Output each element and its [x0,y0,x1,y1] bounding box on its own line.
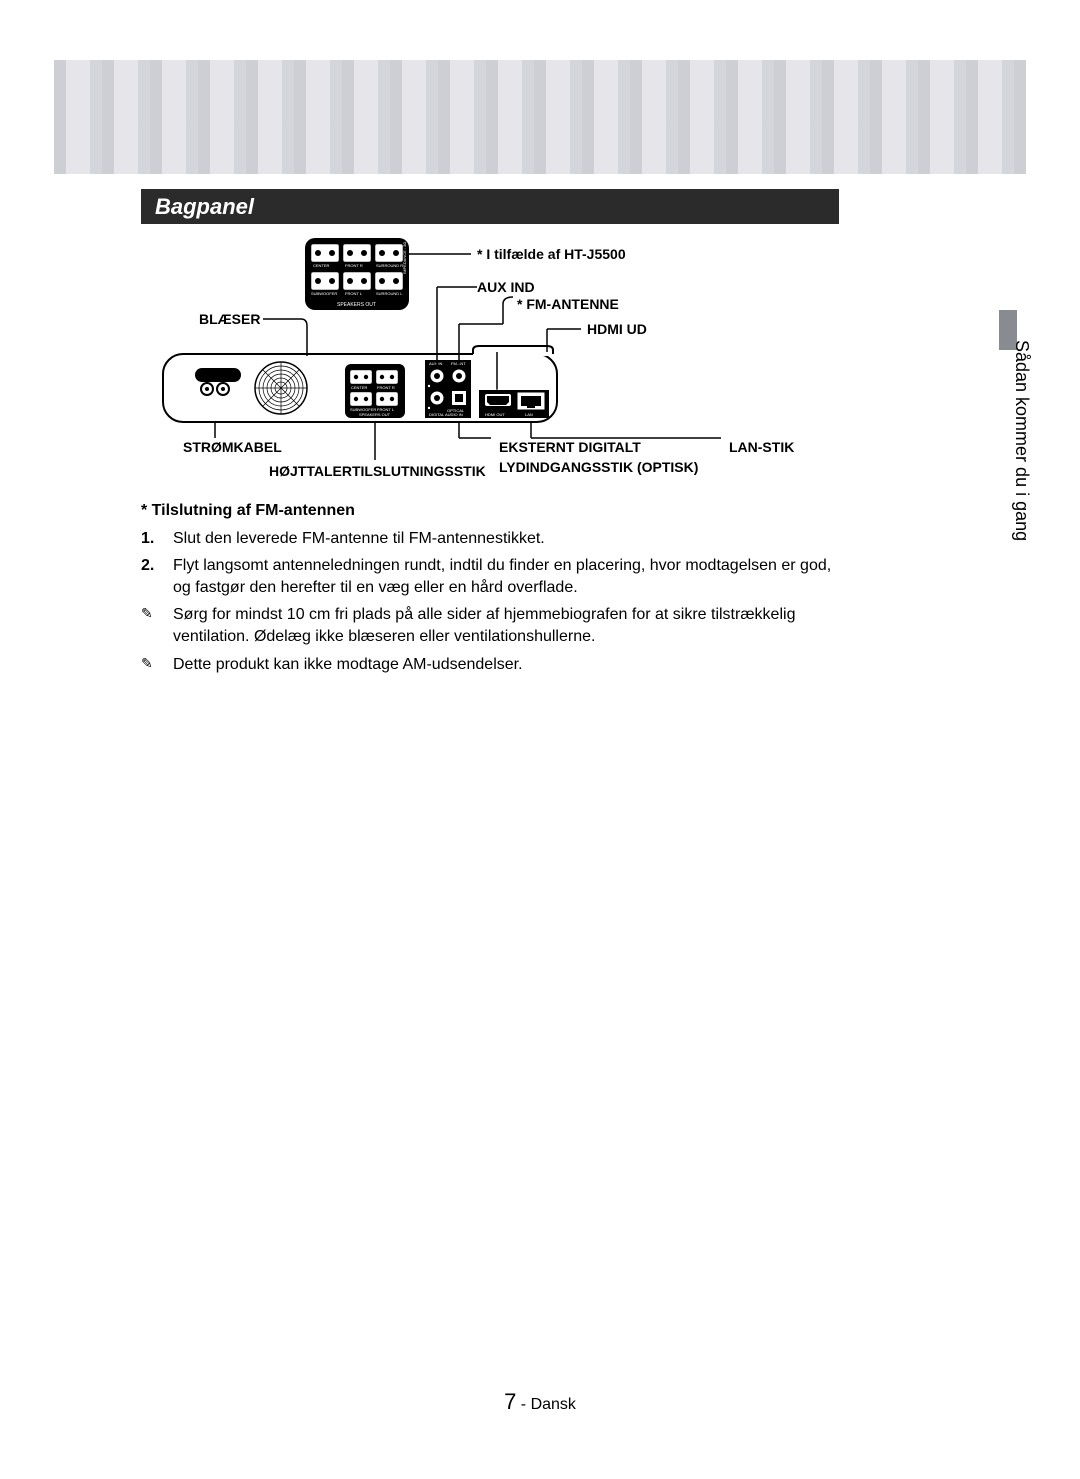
note-icon: ✎ [141,604,173,647]
svg-text:CENTER: CENTER [313,263,330,268]
step2-text: Flyt langsomt antenneledningen rundt, in… [173,555,841,598]
svg-text:CENTER: CENTER [351,385,368,390]
step2-number: 2. [141,555,173,598]
step1-number: 1. [141,528,173,550]
fm-subheading: * Tilslutning af FM-antennen [141,500,841,522]
side-tab-text: Sådan kommer du i gang [1002,340,1032,600]
label-lan-stik: LAN-STIK [729,439,794,455]
section-title: Bagpanel [155,194,254,219]
section-title-bar: Bagpanel [141,189,839,224]
svg-text:FRONT L: FRONT L [345,291,363,296]
svg-text:DIGITAL AUDIO IN: DIGITAL AUDIO IN [429,412,463,417]
svg-text:SURROUND R: SURROUND R [376,263,403,268]
svg-text:LAN: LAN [525,412,533,417]
label-hdmi-ud: HDMI UD [587,321,647,337]
label-eksternt-l1: EKSTERNT DIGITALT [499,439,641,455]
svg-text:AUX IN: AUX IN [429,361,442,366]
page-number: 7 [504,1389,516,1414]
svg-text:HDMI OUT: HDMI OUT [485,412,505,417]
page-language: Dansk [531,1396,576,1413]
svg-text:POWER: POWER [203,363,222,369]
rear-panel-diagram: CENTER FRONT R SURROUND R SUBWOOFER FRON… [141,224,841,484]
footer-separator: - [521,1396,531,1413]
svg-text:SPEAKERS OUT: SPEAKERS OUT [337,302,376,308]
svg-text:SURROUND L: SURROUND L [376,291,403,296]
svg-text:FRONT R: FRONT R [345,263,363,268]
svg-text:FRONT R: FRONT R [377,385,395,390]
svg-text:SPEAKERS OUT: SPEAKERS OUT [359,412,391,417]
svg-text:SUBWOOFER: SUBWOOFER [311,291,337,296]
note2-text: Dette produkt kan ikke modtage AM-udsend… [173,654,841,676]
step1-text: Slut den leverede FM-antenne til FM-ante… [173,528,841,550]
note-icon: ✎ [141,654,173,676]
svg-text:IMPEDANCE : 3Ω: IMPEDANCE : 3Ω [402,242,407,274]
note1-text: Sørg for mindst 10 cm fri plads på alle … [173,604,841,647]
label-htj5500: * I tilfælde af HT-J5500 [477,246,626,262]
label-stromkabel: STRØMKABEL [183,439,282,455]
label-fm-antenne: * FM-ANTENNE [517,296,619,312]
label-eksternt-l2: LYDINDGANGSSTIK (OPTISK) [499,459,698,475]
label-hojttaler: HØJTTALERTILSLUTNINGSSTIK [269,463,486,479]
body-text-block: * Tilslutning af FM-antennen 1. Slut den… [141,500,841,675]
label-aux-ind: AUX IND [477,279,535,295]
page-footer: 7 - Dansk [0,1389,1080,1415]
top-pattern-banner [54,60,1026,174]
label-blaeser: BLÆSER [199,311,260,327]
